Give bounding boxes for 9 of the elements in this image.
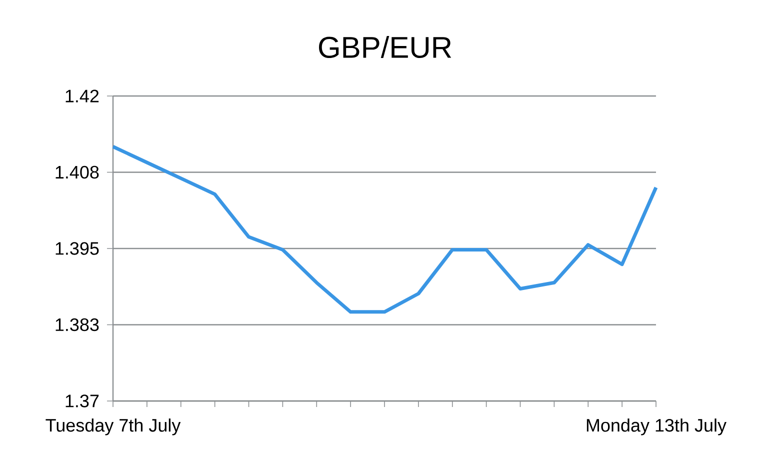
- line-series: [111, 144, 658, 314]
- x-tick-label: Tuesday 7th July: [46, 418, 181, 436]
- y-tick-label: 1.383: [56, 318, 99, 332]
- y-tick-label: 1.408: [56, 166, 99, 179]
- chart-title: GBP/EUR: [319, 36, 452, 58]
- y-tick-label: 1.395: [56, 242, 99, 255]
- y-tick-label: 1.42: [66, 90, 99, 102]
- x-tick-label: Monday 13th July: [586, 418, 726, 436]
- y-tick-label: 1.37: [66, 394, 99, 408]
